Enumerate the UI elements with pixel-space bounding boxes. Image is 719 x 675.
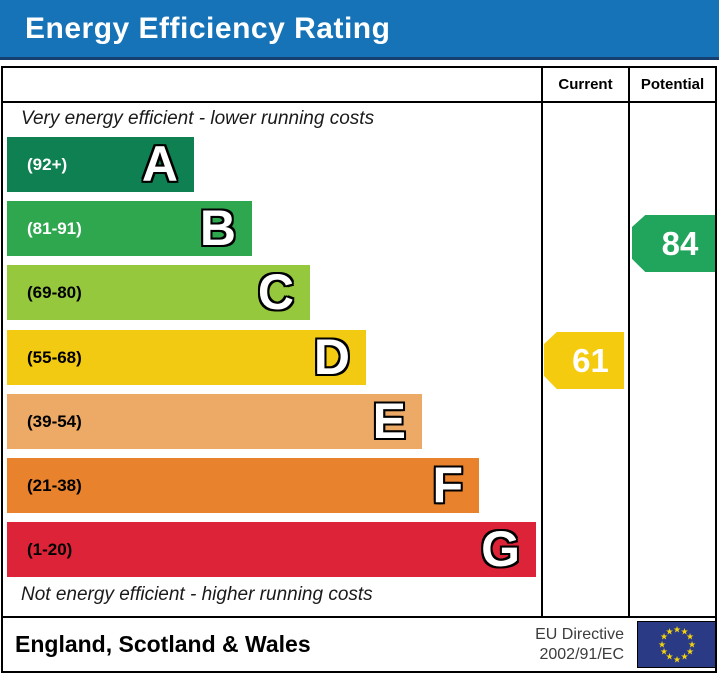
footer: England, Scotland & Wales EU Directive 2…	[3, 618, 716, 671]
eu-flag-star: ★	[685, 631, 695, 642]
band-letter: E	[372, 393, 406, 449]
header-separator-line	[3, 101, 715, 103]
band-range-label: (39-54)	[27, 411, 82, 431]
band-bar-D: (55-68) D	[7, 330, 366, 385]
eu-flag-star: ★	[665, 651, 674, 662]
band-row-B: (81-91) B	[7, 201, 252, 256]
band-bar-E: (39-54) E	[7, 394, 422, 449]
region-label: England, Scotland & Wales	[15, 631, 311, 657]
band-row-G: (1-20) G	[7, 522, 536, 577]
band-range-label: (1-20)	[27, 539, 73, 559]
bottom-note: Not energy efficient - higher running co…	[21, 584, 373, 605]
eu-directive-line1: EU Directive	[535, 626, 624, 643]
eu-flag-star: ★	[672, 654, 682, 664]
band-row-E: (39-54) E	[7, 394, 422, 449]
eu-directive-line2: 2002/91/EC	[539, 646, 624, 663]
potential-rating-arrow: 84	[632, 215, 715, 272]
eu-flag-star: ★	[657, 639, 667, 649]
band-range-label: (55-68)	[27, 347, 82, 367]
eu-flag-star: ★	[665, 626, 674, 636]
potential-rating-value: 84	[661, 224, 699, 262]
band-row-A: (92+) A	[7, 137, 194, 192]
current-column-divider	[541, 68, 543, 616]
band-range-label: (21-38)	[27, 475, 82, 495]
band-row-F: (21-38) F	[7, 458, 479, 513]
band-range-label: (69-80)	[27, 282, 82, 302]
eu-flag-star: ★	[685, 646, 695, 657]
current-rating-arrow: 61	[544, 332, 624, 389]
eu-flag-star: ★	[680, 626, 689, 636]
band-letter: B	[199, 200, 236, 256]
band-letter: C	[257, 264, 294, 320]
current-column-header: Current	[558, 76, 613, 93]
potential-column-divider	[628, 68, 630, 616]
rating-table: Current Potential Very energy efficient …	[1, 66, 717, 673]
band-range-label: (92+)	[27, 154, 68, 174]
band-row-D: (55-68) D	[7, 330, 366, 385]
eu-flag-star: ★	[687, 639, 697, 649]
page-title: Energy Efficiency Rating	[25, 12, 391, 45]
band-bar-F: (21-38) F	[7, 458, 479, 513]
band-row-C: (69-80) C	[7, 265, 310, 320]
potential-column-header: Potential	[640, 76, 705, 93]
top-note: Very energy efficient - lower running co…	[21, 108, 375, 129]
current-rating-value: 61	[572, 341, 609, 379]
band-letter: G	[481, 521, 520, 577]
band-range-label: (81-91)	[27, 218, 82, 238]
eu-flag-star: ★	[680, 651, 689, 662]
band-letter: F	[432, 457, 463, 513]
band-bar-B: (81-91) B	[7, 201, 252, 256]
eu-flag-star: ★	[659, 631, 669, 642]
title-bar: Energy Efficiency Rating	[0, 0, 719, 60]
band-letter: D	[313, 329, 350, 385]
band-letter: A	[141, 136, 178, 192]
band-bar-A: (92+) A	[7, 137, 194, 192]
footer-separator-line	[3, 616, 715, 618]
eu-flag-icon: ★ ★ ★ ★ ★ ★ ★ ★ ★ ★ ★ ★	[637, 621, 716, 668]
band-bar-G: (1-20) G	[7, 522, 536, 577]
eu-flag-star: ★	[659, 646, 669, 657]
band-bar-C: (69-80) C	[7, 265, 310, 320]
eu-directive-text: EU Directive 2002/91/EC	[535, 625, 624, 665]
eu-flag-star: ★	[672, 624, 682, 634]
